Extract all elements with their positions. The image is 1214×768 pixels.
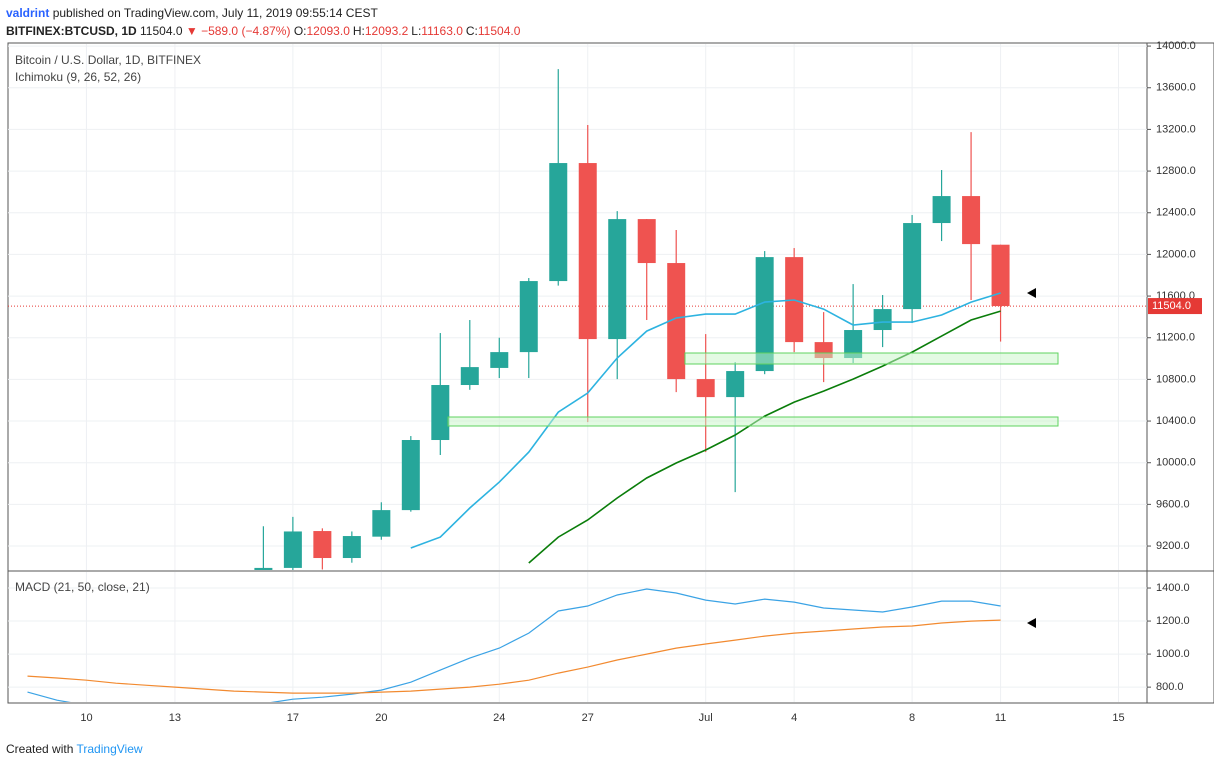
candle-body (549, 163, 568, 282)
price-arrow (1027, 288, 1036, 298)
candle-body (696, 379, 715, 398)
ohlc-key: L: (411, 24, 422, 38)
x-tick-label: 27 (582, 712, 594, 724)
ichimoku-line (410, 292, 1001, 549)
candle-body (873, 309, 892, 331)
candle-body (903, 223, 922, 310)
candle-body (991, 244, 1010, 307)
y-tick-label: 11200.0 (1156, 332, 1195, 344)
candle-body (490, 352, 509, 368)
ohlc: O:12093.0 H:12093.2 L:11163.0 C:11504.0 (294, 24, 524, 38)
y-tick-label: 9200.0 (1156, 540, 1190, 552)
x-tick-label: 24 (493, 712, 505, 724)
y-tick-label: 12000.0 (1156, 248, 1196, 260)
ohlc-value: 11504.0 (477, 24, 521, 38)
y-tick-label: 1400.0 (1156, 582, 1190, 594)
x-tick-label: 15 (1112, 712, 1124, 724)
x-tick-label: 17 (287, 712, 299, 724)
y-tick-label: 10800.0 (1156, 373, 1196, 385)
change: ▼ −589.0 (−4.87%) (185, 24, 291, 38)
x-tick-label: 13 (169, 712, 181, 724)
brand[interactable]: TradingView (76, 742, 143, 756)
last-price-box (1148, 298, 1202, 315)
support-zone (684, 352, 1059, 365)
candle-body (932, 196, 951, 224)
y-tick-label: 12400.0 (1156, 207, 1196, 219)
candle-body (637, 219, 656, 264)
header: valdrint published on TradingView.com, J… (6, 4, 523, 40)
ohlc-key: H: (352, 24, 365, 38)
quote-line: BITFINEX:BTCUSD, 1D 11504.0 ▼ −589.0 (−4… (6, 22, 523, 40)
ohlc-key: C: (465, 24, 478, 38)
macd-legend: MACD (21, 50, close, 21) (15, 580, 150, 594)
y-tick-label: 14000.0 (1156, 40, 1196, 52)
macd-arrow (1027, 618, 1036, 628)
y-tick-label: 12800.0 (1156, 165, 1196, 177)
macd-pane (8, 572, 1147, 702)
x-tick-label: 10 (80, 712, 92, 724)
x-tick-label: 11 (995, 712, 1006, 724)
x-tick-label: Jul (699, 712, 713, 724)
author[interactable]: valdrint (6, 6, 50, 20)
x-tick-label: 8 (909, 712, 915, 724)
candle-body (578, 163, 597, 340)
ohlc-value: 12093.0 (306, 24, 350, 38)
ohlc-key: O: (293, 24, 307, 38)
candle-body (283, 531, 302, 568)
legend-indicator: Ichimoku (9, 26, 52, 26) (15, 70, 141, 84)
candle-body (726, 371, 745, 398)
frame (7, 42, 1214, 704)
candle-body (755, 257, 774, 372)
candle-body (342, 536, 361, 559)
candle-body (962, 196, 981, 245)
candle-body (401, 440, 420, 511)
last: 11504.0 (140, 24, 183, 38)
candle-body (431, 385, 450, 441)
y-tick-label: 10000.0 (1156, 457, 1196, 469)
ohlc-value: 11163.0 (421, 24, 463, 38)
ichimoku-line (528, 310, 1001, 564)
ohlc-value: 12093.2 (364, 24, 409, 38)
y-tick-label: 800.0 (1156, 681, 1184, 693)
candle-body (667, 263, 686, 380)
candle-body (844, 330, 863, 359)
y-tick-label: 1000.0 (1156, 648, 1190, 660)
candle-body (608, 219, 627, 340)
candle-body (372, 510, 391, 537)
x-tick-label: 4 (791, 712, 797, 724)
support-zone (447, 416, 1059, 427)
legend-title: Bitcoin / U.S. Dollar, 1D, BITFINEX (15, 53, 201, 67)
publish-line: valdrint published on TradingView.com, J… (6, 4, 523, 22)
x-tick-label: 20 (375, 712, 387, 724)
y-tick-label: 13600.0 (1156, 82, 1196, 94)
price-pane (8, 44, 1147, 570)
footer: Created with TradingView (6, 742, 143, 756)
candle-body (519, 281, 538, 353)
candle-body (254, 567, 273, 570)
y-tick-label: 10400.0 (1156, 415, 1196, 427)
y-tick-label: 9600.0 (1156, 498, 1190, 510)
candle-body (460, 367, 479, 386)
published: published on TradingView.com, July 11, 2… (52, 6, 378, 20)
symbol: BITFINEX:BTCUSD, 1D (6, 24, 137, 38)
created: Created with (6, 742, 74, 756)
y-tick-label: 1200.0 (1156, 615, 1190, 627)
macd-line (27, 588, 1001, 702)
y-tick-label: 13200.0 (1156, 123, 1196, 135)
candle-body (313, 531, 332, 559)
macd-line (27, 619, 1001, 694)
last-price-label: 11504.0 (1152, 300, 1191, 312)
